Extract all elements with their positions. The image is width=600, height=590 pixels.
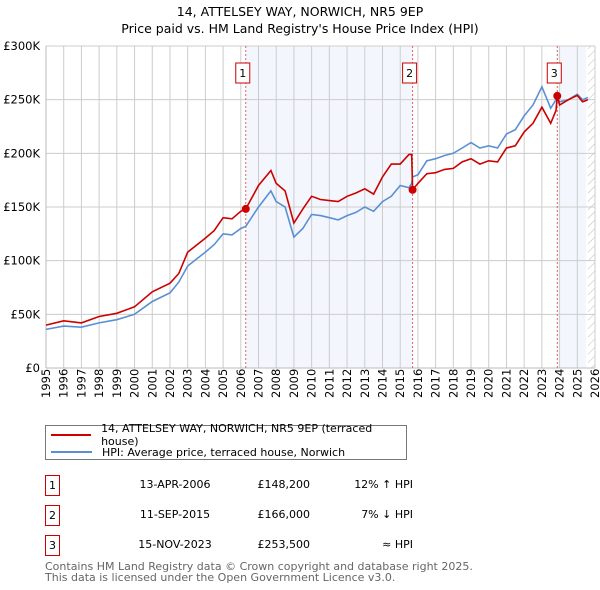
x-tick-label: 1996 [57, 369, 71, 398]
x-tick-label: 2025 [570, 369, 584, 398]
x-tick-label: 2002 [163, 369, 177, 398]
x-tick-label: 1995 [39, 369, 53, 398]
transaction-row: 2 11-SEP-2015 £166,000 7% ↓ HPI [45, 505, 445, 527]
legend-swatch-red [51, 434, 92, 436]
sale-point [241, 204, 250, 213]
x-tick-label: 2004 [198, 369, 212, 398]
sale-point [553, 91, 562, 100]
x-tick-label: 2024 [553, 369, 567, 398]
x-tick-label: 1998 [92, 369, 106, 398]
sale-point [408, 185, 417, 194]
x-tick-label: 2010 [305, 369, 319, 398]
transaction-hpi: 7% ↓ HPI [361, 508, 413, 521]
legend-item-hpi: HPI: Average price, terraced house, Norw… [51, 444, 345, 460]
y-tick-label: £100K [3, 254, 40, 268]
x-tick-label: 2023 [535, 369, 549, 398]
chart-title: 14, ATTELSEY WAY, NORWICH, NR5 9EP [176, 4, 424, 19]
hpi-line [45, 84, 589, 331]
transaction-price: £166,000 [257, 508, 311, 521]
y-tick-label: £150K [3, 200, 40, 214]
x-tick-label: 2019 [464, 369, 478, 398]
legend-item-property: 14, ATTELSEY WAY, NORWICH, NR5 9EP (terr… [51, 422, 406, 448]
x-tick-label: 2012 [340, 369, 354, 398]
x-tick-label: 2018 [446, 369, 460, 398]
x-tick-label: 2001 [145, 369, 159, 398]
legend-swatch-blue [51, 451, 92, 453]
transaction-row: 1 13-APR-2006 £148,200 12% ↑ HPI [45, 475, 445, 497]
x-tick-label: 2016 [411, 369, 425, 398]
x-tick-label: 2014 [375, 369, 389, 398]
transaction-price: £148,200 [257, 478, 311, 491]
x-tick-label: 2026 [588, 369, 600, 398]
x-tick-label: 2013 [358, 369, 372, 398]
legend: 14, ATTELSEY WAY, NORWICH, NR5 9EP (terr… [45, 422, 407, 460]
x-tick-label: 2000 [128, 369, 142, 398]
property-price-line [45, 94, 589, 326]
x-tick-label: 1997 [74, 369, 88, 398]
transaction-marker: 1 [45, 475, 60, 496]
x-tick-label: 2003 [181, 369, 195, 398]
sale-label: 1 [239, 67, 246, 80]
sale-label-box [235, 62, 251, 84]
sale-label-box [402, 62, 418, 84]
y-tick-label: £0 [25, 361, 40, 375]
transaction-date: 15-NOV-2023 [138, 538, 212, 551]
x-tick-label: 2005 [216, 369, 230, 398]
y-tick-label: £200K [3, 146, 40, 160]
sale-label: 3 [551, 67, 558, 80]
footer-licence: This data is licensed under the Open Gov… [45, 571, 396, 584]
sale-label: 2 [406, 67, 413, 80]
legend-label: HPI: Average price, terraced house, Norw… [102, 445, 346, 459]
x-tick-label: 2009 [287, 369, 301, 398]
transaction-hpi: 12% ↑ HPI [354, 478, 413, 491]
transaction-price: £253,500 [257, 538, 311, 551]
x-tick-label: 2020 [482, 369, 496, 398]
footer-copyright: Contains HM Land Registry data © Crown c… [45, 560, 473, 573]
transaction-date: 11-SEP-2015 [139, 508, 211, 521]
price-chart: 1995 1996 1997 1998 1999 2000 2001 2002 2003 2004… [3, 39, 600, 398]
transaction-row: 3 15-NOV-2023 £253,500 ≈ HPI [45, 535, 445, 557]
x-tick-label: 2008 [269, 369, 283, 398]
y-tick-label: £250K [3, 93, 40, 107]
transaction-date: 13-APR-2006 [139, 478, 211, 491]
chart-subtitle: Price paid vs. HM Land Registry's House … [121, 21, 479, 36]
y-tick-label: £50K [11, 307, 41, 321]
transaction-hpi: ≈ HPI [382, 538, 413, 551]
x-tick-label: 2015 [393, 369, 407, 398]
y-tick-label: £300K [3, 39, 40, 53]
sale-label-box [546, 62, 562, 84]
x-tick-label: 2007 [252, 369, 266, 398]
x-tick-label: 2017 [429, 369, 443, 398]
x-tick-label: 2022 [517, 369, 531, 398]
x-tick-label: 2021 [499, 369, 513, 398]
transaction-marker: 3 [45, 535, 60, 556]
x-tick-label: 2006 [234, 369, 248, 398]
legend-label: 14, ATTELSEY WAY, NORWICH, NR5 9EP (terr… [101, 422, 373, 448]
transaction-marker: 2 [45, 505, 60, 526]
x-tick-label: 2011 [322, 369, 336, 398]
x-tick-label: 1999 [110, 369, 124, 398]
